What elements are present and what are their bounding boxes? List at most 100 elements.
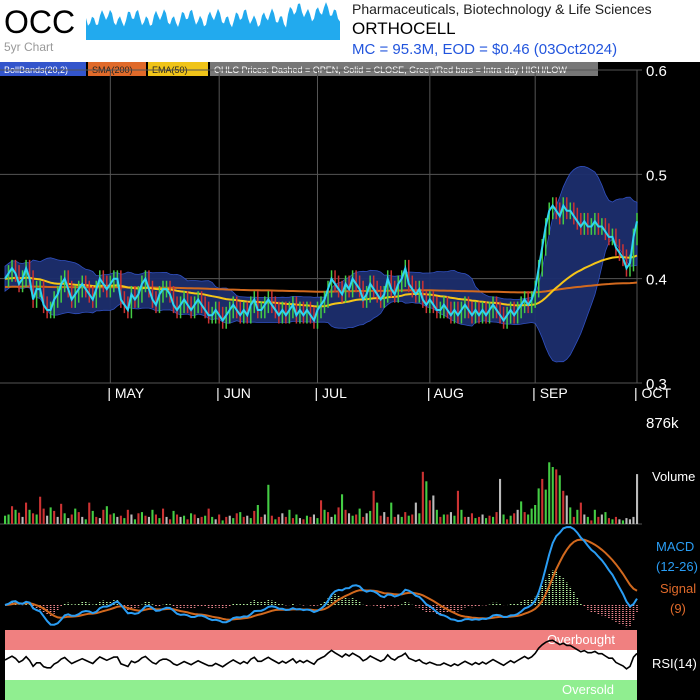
volume-bar: [77, 512, 80, 524]
volume-bar: [544, 489, 547, 524]
volume-bar: [305, 515, 308, 524]
volume-bar: [485, 518, 488, 524]
volume-bar: [211, 516, 214, 524]
volume-bar: [102, 509, 105, 524]
signal-params-label: (9): [670, 601, 686, 616]
legend-swatch: [210, 62, 598, 76]
chart-legend: BollBands(20,2) SMA(200) EMA(50) OHLC Price…: [0, 62, 598, 76]
volume-bar: [414, 502, 417, 524]
volume-bar: [562, 490, 565, 524]
volume-bar: [116, 516, 119, 524]
volume-bar: [214, 519, 217, 524]
volume-bar: [520, 501, 523, 524]
volume-bar: [579, 502, 582, 524]
volume-bar: [632, 516, 635, 524]
volume-bar: [263, 514, 266, 524]
volume-bar: [197, 518, 200, 524]
volume-bar: [130, 514, 133, 524]
volume-bar: [67, 518, 70, 524]
volume-bar: [133, 519, 136, 524]
volume-bar: [607, 518, 610, 524]
volume-bar: [474, 518, 477, 524]
volume-bar: [327, 512, 330, 524]
volume-bar: [506, 519, 509, 524]
volume-bar: [169, 519, 172, 524]
volume-bar: [123, 518, 126, 524]
volume-bar: [18, 512, 21, 524]
volume-bar: [105, 506, 108, 524]
x-tick-label: | SEP: [532, 385, 568, 401]
volume-bar: [28, 509, 31, 524]
volume-bar: [172, 510, 175, 524]
volume-bar: [636, 474, 639, 524]
volume-bar: [32, 513, 35, 524]
volume-bar: [372, 490, 375, 524]
volume-bar: [583, 514, 586, 524]
macd-params-label: (12-26): [656, 559, 698, 574]
volume-bar: [81, 516, 84, 524]
volume-bar: [470, 513, 473, 524]
volume-bar: [541, 478, 544, 524]
volume-bar: [604, 512, 607, 524]
volume-bar: [600, 514, 603, 524]
oversold-zone: [5, 680, 637, 700]
volume-bar: [228, 515, 231, 524]
volume-bar: [35, 514, 38, 524]
volume-bar: [183, 515, 186, 524]
volume-bar: [527, 514, 530, 524]
volume-bar: [270, 515, 273, 524]
volume-bar: [323, 509, 326, 524]
x-tick-label: | JUL: [314, 385, 347, 401]
overbought-label: Overbought: [547, 632, 615, 647]
volume-bar: [235, 513, 238, 524]
x-tick-label: | JUN: [216, 385, 251, 401]
volume-bar: [277, 516, 280, 524]
volume-bar: [432, 495, 435, 524]
volume-bar: [407, 515, 410, 524]
y-tick-label: 0.6: [646, 63, 667, 80]
volume-bar: [621, 520, 624, 524]
volume-bar: [344, 509, 347, 524]
volume-bar: [330, 516, 333, 524]
volume-bar: [316, 518, 319, 524]
volume-bar: [453, 515, 456, 524]
rsi-neutral-zone: [5, 650, 637, 680]
volume-bar: [614, 516, 617, 524]
volume-bar: [481, 514, 484, 524]
volume-bar: [590, 520, 593, 524]
volume-bar: [225, 516, 228, 524]
y-tick-label: 0.3: [646, 376, 667, 393]
volume-bar: [63, 513, 66, 524]
volume-bar: [179, 516, 182, 524]
volume-bar: [446, 514, 449, 524]
volume-bar: [495, 512, 498, 524]
y-tick-label: 0.5: [646, 167, 667, 184]
volume-bar: [576, 509, 579, 524]
volume-bar: [593, 509, 596, 524]
volume-bar: [492, 516, 495, 524]
volume-bar: [404, 512, 407, 524]
volume-bar: [162, 508, 165, 524]
volume-bar: [84, 519, 87, 524]
close-price-line: [4, 203, 638, 323]
volume-bar: [25, 502, 28, 524]
volume-bar: [393, 516, 396, 524]
y-tick-label: 0.4: [646, 272, 667, 289]
volume-bar: [442, 514, 445, 524]
rsi-label: RSI(14): [652, 656, 697, 671]
overbought-zone: [5, 630, 637, 650]
volume-bar: [509, 515, 512, 524]
volume-bar: [565, 495, 568, 524]
volume-bar: [302, 519, 305, 524]
volume-bar: [513, 513, 516, 524]
volume-bar: [53, 510, 56, 524]
volume-bar: [548, 462, 551, 524]
volume-bar: [400, 516, 403, 524]
volume-bar: [190, 513, 193, 524]
volume-bar: [42, 508, 45, 524]
volume-bar: [397, 514, 400, 524]
volume-bar: [242, 516, 245, 524]
volume-bar: [534, 505, 537, 524]
volume-bar: [4, 515, 7, 524]
volume-bar: [200, 516, 203, 524]
